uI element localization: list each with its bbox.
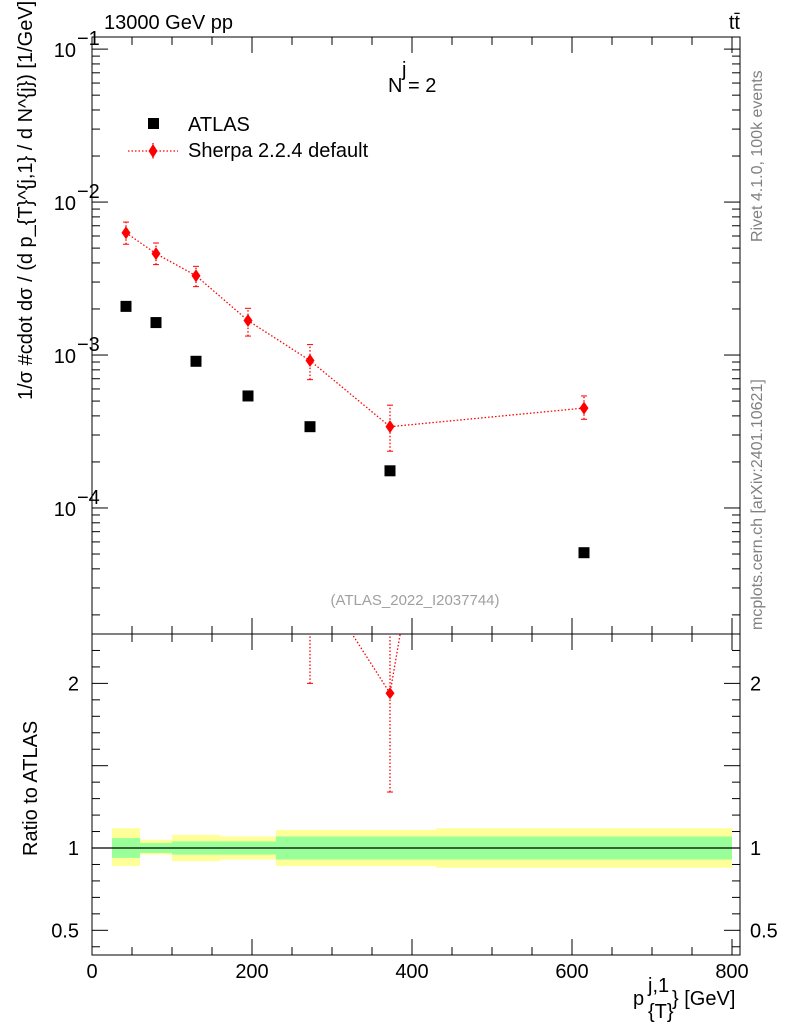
main-ytick-label-3: 10 bbox=[54, 499, 76, 521]
sherpa-point-0 bbox=[121, 226, 131, 240]
ratio-ytick-label-right-2: 2 bbox=[750, 673, 761, 695]
ratio-sherpa-point-1 bbox=[385, 687, 395, 700]
ratio-ytick-label-left-0: 0.5 bbox=[51, 920, 79, 942]
sherpa-point-2 bbox=[191, 269, 201, 283]
atlas-point-5 bbox=[384, 465, 396, 477]
atlas-point-4 bbox=[304, 421, 316, 433]
ratio-sherpa-line bbox=[351, 634, 401, 696]
ratio-ytick-label-left-2: 2 bbox=[68, 673, 79, 695]
sherpa-point-4 bbox=[305, 354, 315, 368]
atlas-point-6 bbox=[578, 547, 590, 559]
atlas-point-1 bbox=[150, 317, 162, 329]
main-ytick-label-0: 10 bbox=[54, 40, 76, 62]
ratio-ytick-label-right-1: 1 bbox=[750, 838, 761, 860]
energy-label: 13000 GeV pp bbox=[104, 12, 233, 34]
legend-marker-atlas bbox=[148, 118, 159, 129]
xtick-label-0: 0 bbox=[86, 961, 97, 983]
ratio-ytick-label-left-1: 1 bbox=[68, 838, 79, 860]
annotation-sup: j bbox=[401, 59, 406, 81]
main-ytick-label-2: 10 bbox=[54, 346, 76, 368]
main-ytick-exp-1: −2 bbox=[77, 181, 100, 203]
ratio-frame bbox=[91, 633, 741, 956]
annotation-n: N = 2 bbox=[388, 75, 436, 97]
main-ytick-exp-3: −4 bbox=[77, 487, 100, 509]
sherpa-point-3 bbox=[243, 314, 253, 328]
sherpa-line bbox=[125, 232, 585, 428]
x-axis-label: p j,1 {T} } [GeV] bbox=[633, 975, 735, 1023]
main-ytick-exp-2: −3 bbox=[77, 334, 100, 356]
legend-label-atlas: ATLAS bbox=[188, 114, 250, 136]
annotation: N = 2 j bbox=[388, 59, 436, 97]
main-ylabel: 1/σ #cdot dσ / (d p_{T}^{j,1} / d N^{j})… bbox=[15, 1, 37, 400]
sherpa-point-5 bbox=[385, 420, 395, 434]
xlabel-sub: {T} bbox=[648, 1001, 674, 1023]
atlas-point-0 bbox=[120, 300, 132, 312]
xtick-label-2: 400 bbox=[395, 961, 428, 983]
xtick-label-4: 800 bbox=[715, 961, 748, 983]
legend-marker-sherpa bbox=[148, 144, 158, 158]
sherpa-point-1 bbox=[151, 247, 161, 261]
ratio-sherpa-point-0 bbox=[306, 562, 315, 574]
xtick-label-1: 200 bbox=[235, 961, 268, 983]
mcplots-label: mcplots.cern.ch [arXiv:2401.10621] bbox=[749, 379, 766, 630]
sherpa-point-6 bbox=[579, 401, 589, 415]
xlabel-sup: j,1 bbox=[647, 975, 669, 997]
process-label: tt̄ bbox=[729, 12, 741, 34]
main-ytick-exp-0: −1 bbox=[77, 28, 100, 50]
legend: ATLAS Sherpa 2.2.4 default bbox=[128, 114, 369, 162]
main-ytick-label-1: 10 bbox=[54, 193, 76, 215]
ratio-ytick-label-right-0: 0.5 bbox=[750, 920, 778, 942]
xlabel-unit: } [GeV] bbox=[672, 988, 735, 1010]
rivet-label: Rivet 4.1.0, 100k events bbox=[749, 70, 766, 242]
svg-text:N = 2: N = 2 bbox=[388, 75, 436, 97]
ratio-lines bbox=[92, 562, 740, 849]
ratio-ylabel: Ratio to ATLAS bbox=[20, 721, 42, 856]
main-marks bbox=[120, 221, 590, 559]
atlas-point-3 bbox=[242, 390, 254, 402]
axes bbox=[91, 37, 740, 955]
analysis-label: (ATLAS_2022_I2037744) bbox=[330, 592, 499, 609]
xtick-label-3: 600 bbox=[555, 961, 588, 983]
xlabel-base: p bbox=[633, 988, 644, 1010]
legend-label-sherpa: Sherpa 2.2.4 default bbox=[188, 140, 369, 162]
atlas-point-2 bbox=[190, 355, 202, 367]
